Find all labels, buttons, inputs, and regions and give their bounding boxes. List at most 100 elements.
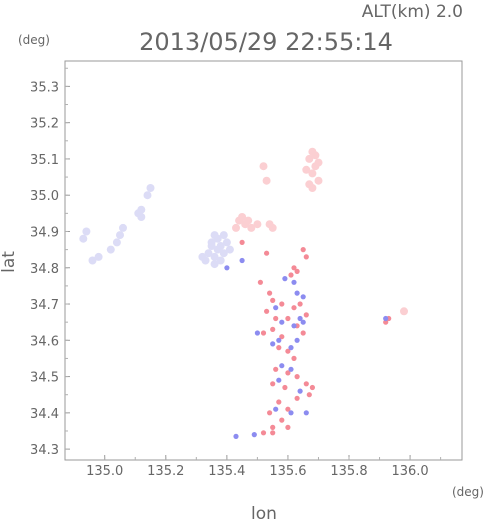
data-point xyxy=(79,234,88,243)
x-tick-label: 135.6 xyxy=(269,464,306,479)
data-point xyxy=(254,330,260,336)
data-point xyxy=(303,410,309,416)
data-point xyxy=(291,323,297,329)
data-point xyxy=(270,297,276,303)
data-point xyxy=(300,247,306,253)
data-point xyxy=(279,363,285,369)
data-point xyxy=(294,374,300,380)
data-point xyxy=(134,209,143,218)
data-point xyxy=(282,276,288,282)
data-point xyxy=(276,399,282,405)
data-point xyxy=(106,245,115,254)
data-point xyxy=(303,254,309,260)
data-point xyxy=(288,345,294,351)
y-unit: (deg) xyxy=(18,33,50,47)
x-tick-label: 135.8 xyxy=(330,464,367,479)
data-point xyxy=(262,176,271,185)
data-point xyxy=(259,162,268,171)
data-point xyxy=(273,406,279,412)
data-point xyxy=(400,307,408,316)
data-point xyxy=(267,290,273,296)
data-point xyxy=(225,245,234,254)
data-point xyxy=(222,238,231,247)
x-tick-label: 135.2 xyxy=(147,464,184,479)
data-point xyxy=(270,424,276,430)
data-point xyxy=(279,334,285,340)
y-tick-label: 34.7 xyxy=(30,298,59,313)
data-point xyxy=(216,242,225,250)
data-point xyxy=(276,345,282,351)
data-point xyxy=(279,301,285,307)
data-point xyxy=(264,250,270,256)
x-tick-label: 135.4 xyxy=(208,464,245,479)
data-point xyxy=(303,312,309,318)
data-point xyxy=(285,406,291,412)
data-point xyxy=(300,294,306,300)
data-point xyxy=(260,430,267,436)
data-point xyxy=(303,381,309,387)
data-point xyxy=(300,330,306,336)
data-point xyxy=(260,330,267,336)
data-point xyxy=(210,231,219,240)
plot-frame xyxy=(64,60,463,461)
y-ticks: 34.3 34.4 34.5 34.6 34.7 34.8 34.9 35.0 35.1 35.2… xyxy=(30,67,70,458)
y-tick-label: 34.8 xyxy=(30,262,59,277)
data-point xyxy=(219,249,228,258)
data-point xyxy=(294,395,300,401)
data-point xyxy=(88,256,97,265)
data-point xyxy=(285,424,291,430)
data-point xyxy=(314,158,323,167)
data-point xyxy=(273,366,279,372)
data-point xyxy=(239,257,245,264)
data-point xyxy=(267,410,273,416)
data-point xyxy=(233,433,239,439)
data-point xyxy=(257,279,263,285)
data-point xyxy=(251,432,257,438)
data-point xyxy=(294,337,300,343)
data-point xyxy=(273,305,279,311)
x-unit: (deg) xyxy=(452,485,484,499)
data-point xyxy=(270,430,276,436)
y-tick-label: 34.3 xyxy=(30,443,59,458)
data-point xyxy=(244,216,253,225)
y-tick-label: 35.3 xyxy=(30,80,59,95)
data-point xyxy=(207,238,216,247)
data-point xyxy=(311,151,320,160)
y-tick-label: 34.9 xyxy=(30,225,59,240)
data-point xyxy=(216,256,225,265)
data-point xyxy=(383,315,389,322)
data-point xyxy=(247,223,256,232)
data-point xyxy=(288,410,294,416)
x-axis-label: lon xyxy=(251,504,277,521)
data-point xyxy=(210,260,219,269)
data-point xyxy=(224,265,230,271)
data-point xyxy=(219,231,228,240)
data-point xyxy=(297,301,303,307)
data-point xyxy=(285,370,291,376)
data-point xyxy=(270,381,276,387)
data-point xyxy=(302,165,311,174)
data-point xyxy=(308,169,317,178)
data-point xyxy=(291,305,297,311)
x-tick-label: 135.0 xyxy=(86,464,123,479)
data-point xyxy=(291,355,297,361)
data-point xyxy=(239,239,245,245)
data-point xyxy=(210,252,219,261)
data-point xyxy=(294,268,300,274)
data-point xyxy=(143,191,152,200)
y-tick-label: 34.5 xyxy=(30,371,59,386)
data-point xyxy=(291,279,297,285)
data-point xyxy=(285,348,291,354)
data-point xyxy=(285,315,291,322)
data-point xyxy=(198,252,207,261)
y-tick-label: 34.6 xyxy=(30,334,59,349)
x-tick-label: 136.0 xyxy=(391,464,428,479)
y-tick-label: 35.0 xyxy=(30,189,59,204)
data-point xyxy=(291,265,297,271)
data-point xyxy=(94,252,103,261)
data-point xyxy=(308,184,317,192)
data-point xyxy=(112,238,121,247)
data-point xyxy=(314,176,323,185)
data-point xyxy=(268,223,277,232)
